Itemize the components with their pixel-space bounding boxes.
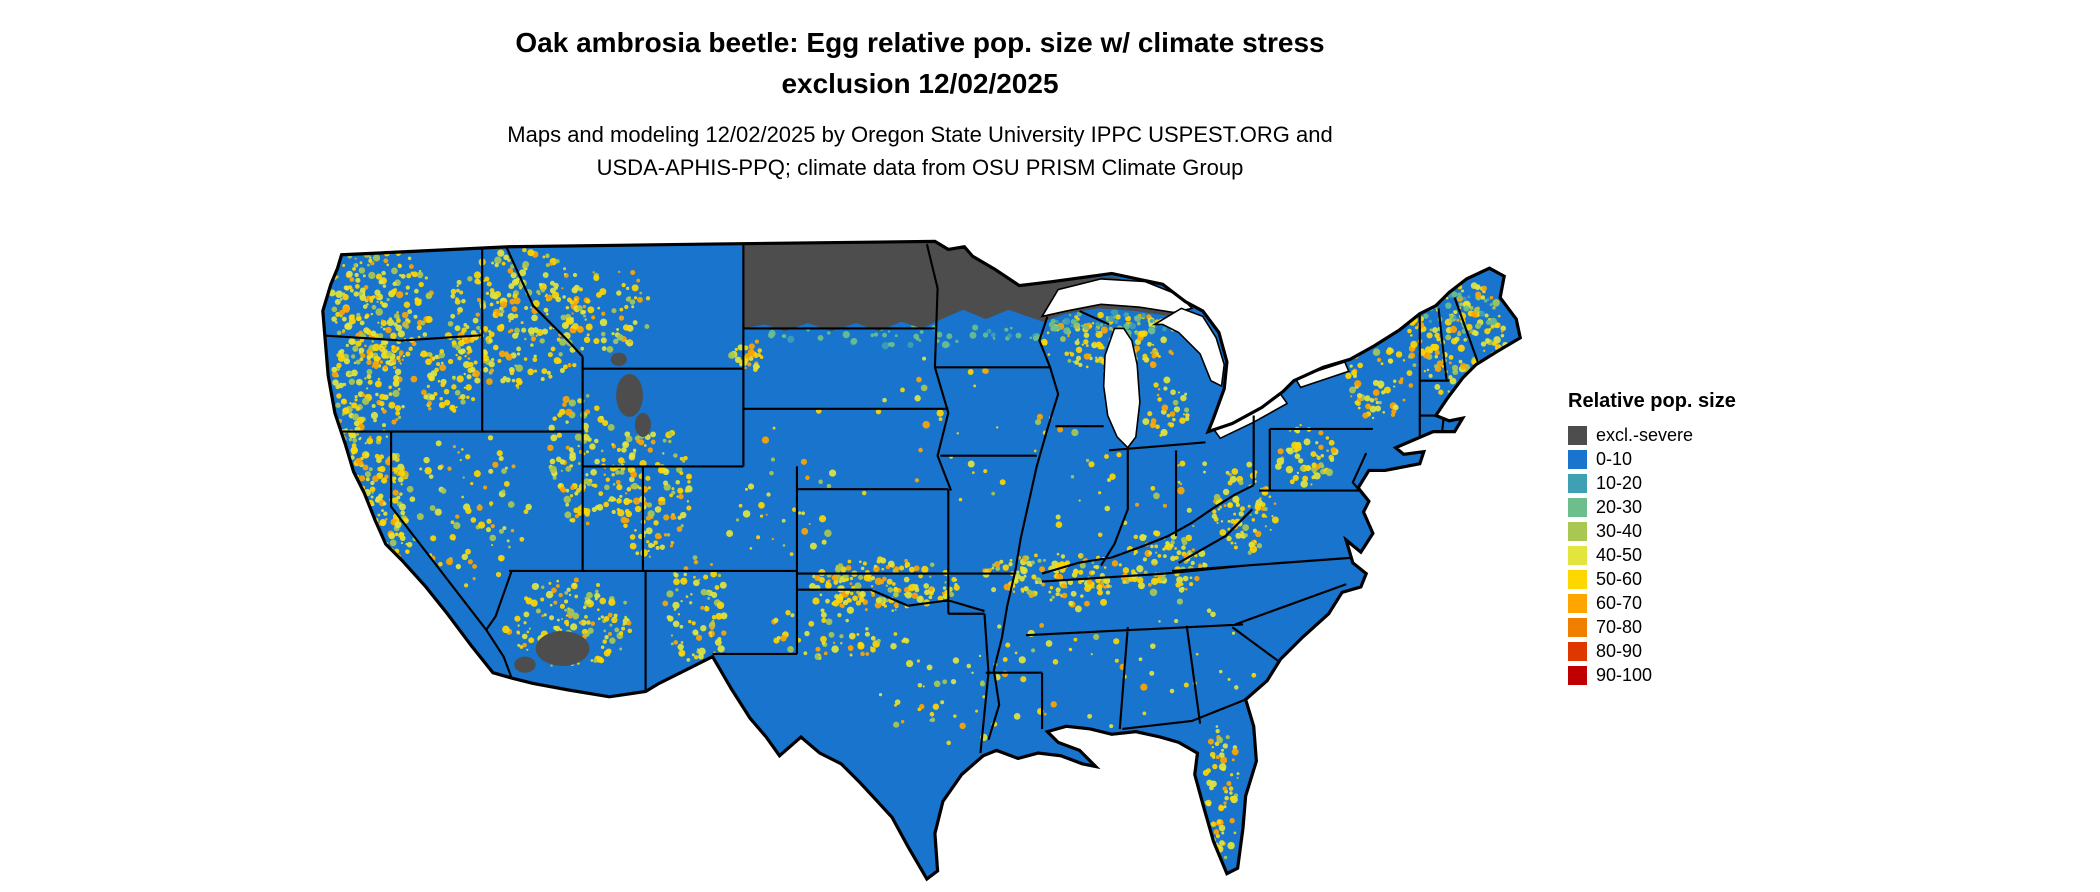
subtitle-line-1: Maps and modeling 12/02/2025 by Oregon S… [507,122,1333,147]
legend-item: 40-50 [1568,546,1736,565]
legend-label: 50-60 [1596,569,1643,589]
legend-items: excl.-severe 0-10 10-20 20-30 30-40 40-50 50-6… [1568,426,1736,685]
legend-swatch [1568,570,1587,589]
legend-swatch [1568,498,1587,517]
legend-item: 80-90 [1568,642,1736,661]
lake-michigan [1102,327,1141,449]
legend-label: 40-50 [1596,545,1643,565]
legend-label: 10-20 [1596,473,1643,493]
title-line-1: Oak ambrosia beetle: Egg relative pop. s… [515,27,1325,58]
exclusion-wind-river [610,352,627,366]
legend-item: 10-20 [1568,474,1736,493]
lake-superior [1040,278,1194,318]
figure-title: Oak ambrosia beetle: Egg relative pop. s… [0,22,1840,104]
legend-item: 0-10 [1568,450,1736,469]
legend-item: 30-40 [1568,522,1736,541]
legend-item: 60-70 [1568,594,1736,613]
legend-title: Relative pop. size [1568,390,1736,412]
state-borders [322,243,1480,754]
legend-label: 0-10 [1596,449,1633,469]
legend-label: 20-30 [1596,497,1643,517]
exclusion-san-juans [634,412,651,437]
legend-label: 90-100 [1596,665,1653,685]
exclusion-southern-arizona [535,631,590,666]
us-map [321,239,1522,881]
title-line-2: exclusion 12/02/2025 [781,68,1059,99]
legend-label: excl.-severe [1596,425,1694,445]
legend-swatch [1568,522,1587,541]
legend-item: excl.-severe [1568,426,1736,445]
great-lakes-layer [1040,278,1350,449]
legend-label: 60-70 [1596,593,1643,613]
legend-item: 20-30 [1568,498,1736,517]
figure-subtitle: Maps and modeling 12/02/2025 by Oregon S… [0,118,1840,184]
subtitle-line-2: USDA-APHIS-PPQ; climate data from OSU PR… [596,155,1244,180]
legend-swatch [1568,474,1587,493]
legend: Relative pop. size excl.-severe 0-10 10-20… [1568,390,1736,690]
legend-swatch [1568,618,1587,637]
legend-label: 80-90 [1596,641,1643,661]
lake-huron [1151,307,1226,388]
legend-item: 70-80 [1568,618,1736,637]
legend-label: 70-80 [1596,617,1643,637]
exclusion-southwest-desert [514,656,536,673]
legend-item: 90-100 [1568,666,1736,685]
legend-item: 50-60 [1568,570,1736,589]
exclusion-colorado-rockies [616,373,643,417]
legend-label: 30-40 [1596,521,1643,541]
legend-swatch [1568,426,1587,445]
legend-swatch [1568,546,1587,565]
legend-swatch [1568,642,1587,661]
legend-swatch [1568,666,1587,685]
legend-swatch [1568,450,1587,469]
legend-swatch [1568,594,1587,613]
